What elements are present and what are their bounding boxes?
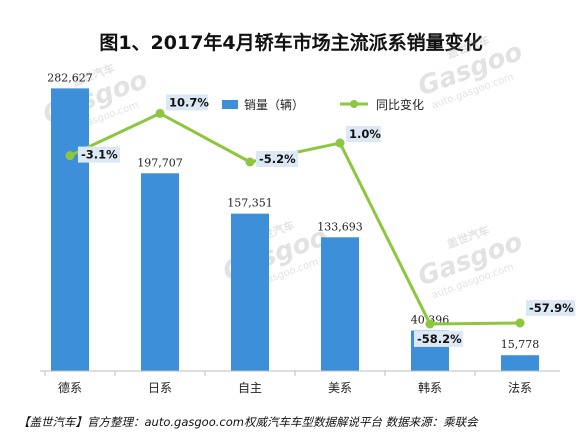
x-axis-label-3: 美系: [328, 381, 352, 395]
bar-value-label-5: 15,778: [501, 338, 540, 351]
yoy-label-box-5: [526, 300, 576, 317]
yoy-point-1: [155, 108, 165, 118]
bar-3: [321, 237, 359, 371]
yoy-point-3: [335, 138, 345, 148]
bar-value-label-0: 282,627: [47, 71, 93, 84]
x-axis-label-5: 法系: [508, 381, 532, 395]
yoy-label-box-0: [78, 146, 120, 163]
x-axis-labels: 德系 日系 自主 美系 韩系 法系: [58, 380, 532, 395]
yoy-label-box-2: [256, 151, 298, 167]
legend-line-label: 同比变化: [376, 97, 424, 112]
yoy-label-box-1: [166, 94, 208, 111]
legend-line-marker: [350, 100, 358, 108]
bar-2: [231, 213, 269, 371]
bar-1: [141, 173, 179, 371]
yoy-label-0: -3.1%: [81, 148, 118, 162]
bar-value-label-1: 197,707: [137, 156, 183, 169]
legend-bar-label: 销量（辆）: [244, 98, 304, 112]
x-axis-ticks: [44, 371, 476, 376]
x-axis-label-2: 自主: [238, 381, 262, 395]
yoy-point-5: [515, 318, 525, 328]
yoy-point-2: [245, 157, 255, 167]
yoy-point-0: [65, 151, 75, 161]
yoy-label-4: -58.2%: [417, 332, 462, 346]
x-axis-label-0: 德系: [58, 380, 82, 395]
bar-series: [51, 88, 539, 372]
yoy-label-2: -5.2%: [259, 152, 296, 166]
legend: 销量（辆） 同比变化: [222, 97, 424, 112]
x-axis-label-4: 韩系: [418, 380, 442, 395]
bar-0: [51, 88, 89, 372]
x-axis-label-1: 日系: [148, 381, 172, 395]
yoy-label-1: 10.7%: [169, 95, 209, 109]
chart-title: 图1、2017年4月轿车市场主流派系销量变化: [99, 31, 482, 54]
yoy-label-box-4: [414, 330, 464, 347]
yoy-label-3: 1.0%: [349, 127, 381, 141]
footer-source-note: 【盖世汽车】官方整理：auto.gasgoo.com权威汽车车型数据解说平台 数…: [18, 415, 479, 429]
yoy-point-4: [425, 319, 435, 329]
bar-5: [501, 355, 539, 371]
bar-value-label-3: 133,693: [317, 220, 363, 233]
bar-value-label-2: 157,351: [227, 197, 273, 210]
legend-bar-swatch: [222, 100, 238, 109]
yoy-label-box-3: [346, 126, 381, 143]
yoy-value-labels: -3.1% 10.7% -5.2% 1.0% -58.2% -57.9%: [78, 94, 576, 347]
yoy-label-5: -57.9%: [529, 301, 574, 315]
